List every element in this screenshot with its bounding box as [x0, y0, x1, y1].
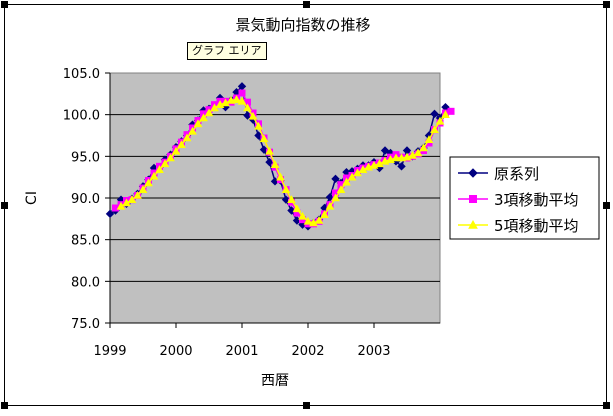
data-point — [254, 131, 263, 140]
data-point — [303, 216, 313, 225]
data-point — [265, 146, 274, 155]
data-point — [138, 185, 148, 193]
data-point — [248, 111, 258, 120]
legend-marker — [468, 168, 478, 178]
data-point — [408, 150, 417, 159]
data-point — [276, 172, 285, 181]
data-point — [358, 165, 368, 173]
data-point — [144, 178, 153, 187]
y-tick-label: 80.0 — [71, 275, 100, 290]
data-point — [375, 159, 384, 168]
data-point — [270, 160, 280, 168]
data-point — [265, 157, 274, 167]
x-tick-label: 2002 — [291, 344, 324, 359]
data-point — [413, 148, 423, 157]
axes: 75.0 80.0 85.0 90.0 95.0 100.0 105.0 1999 2000 20… — [63, 67, 440, 359]
x-tick-label: 2003 — [357, 344, 390, 359]
data-point — [149, 171, 159, 180]
legend-item[interactable]: 3項移動平均 — [458, 191, 579, 209]
data-point — [397, 153, 406, 162]
legend-label: 原系列 — [494, 165, 539, 183]
y-tick-label: 105.0 — [63, 67, 100, 82]
data-point — [441, 110, 450, 118]
data-point — [309, 218, 318, 227]
data-point — [171, 146, 181, 155]
data-point — [292, 204, 302, 213]
gridlines — [110, 114, 440, 282]
data-point — [259, 145, 269, 154]
x-axis-label: 西暦 — [261, 373, 289, 389]
series-layer — [105, 82, 455, 231]
data-point — [127, 195, 137, 203]
data-point — [287, 206, 296, 215]
legend[interactable]: 原系列 3項移動平均 5項移動平均 — [449, 156, 600, 240]
data-point — [281, 195, 291, 204]
y-tick-label: 100.0 — [63, 109, 100, 124]
data-point — [430, 109, 439, 119]
chart-area-tooltip: グラフ エリア — [187, 42, 267, 60]
data-point — [160, 159, 170, 168]
x-tick-label: 2001 — [225, 344, 258, 359]
data-point — [221, 98, 230, 107]
series-3 — [116, 95, 450, 227]
legend-label: 3項移動平均 — [494, 191, 579, 209]
x-tick-label: 2000 — [159, 344, 192, 359]
data-point — [199, 113, 208, 122]
legend-label: 5項移動平均 — [494, 217, 579, 235]
data-point — [314, 215, 324, 224]
legend-marker — [468, 219, 478, 229]
data-point — [397, 162, 406, 171]
data-point — [232, 95, 241, 103]
data-point — [320, 210, 329, 218]
selection-handles[interactable] — [1, 1, 610, 409]
data-point — [298, 211, 307, 220]
data-point — [380, 146, 390, 155]
data-point — [182, 133, 192, 142]
data-point — [347, 172, 357, 181]
legend-item[interactable]: 原系列 — [458, 165, 539, 183]
data-point — [325, 201, 335, 210]
data-point — [430, 125, 439, 133]
data-point — [391, 153, 401, 162]
y-tick-label: 85.0 — [71, 234, 100, 249]
y-tick-label: 90.0 — [71, 192, 100, 207]
data-point — [419, 143, 428, 152]
data-point — [177, 140, 186, 148]
data-point — [188, 126, 197, 135]
y-tick-label: 95.0 — [71, 150, 100, 165]
data-point — [424, 135, 434, 143]
data-point — [193, 119, 203, 128]
data-point — [331, 193, 340, 202]
data-point — [243, 103, 252, 112]
data-point — [133, 190, 142, 199]
legend-item[interactable]: 5項移動平均 — [458, 217, 579, 235]
data-point — [105, 209, 115, 219]
data-point — [155, 165, 164, 173]
data-point — [259, 134, 269, 143]
data-point — [342, 177, 351, 186]
data-point — [287, 195, 296, 203]
chart-title: 景気動向指数の推移 — [235, 16, 370, 34]
y-axis-label: CI — [24, 191, 40, 205]
legend-marker — [469, 195, 477, 203]
data-point — [166, 153, 175, 162]
data-point — [435, 116, 445, 125]
data-point — [226, 95, 236, 104]
data-point — [237, 96, 247, 105]
y-tick-label: 75.0 — [71, 317, 100, 332]
data-point — [447, 107, 455, 115]
data-point — [331, 174, 340, 184]
data-point — [238, 89, 246, 97]
data-point — [336, 185, 346, 193]
data-point — [254, 121, 263, 130]
x-tick-label: 1999 — [93, 344, 126, 359]
data-point — [281, 185, 291, 193]
data-point — [204, 108, 214, 117]
